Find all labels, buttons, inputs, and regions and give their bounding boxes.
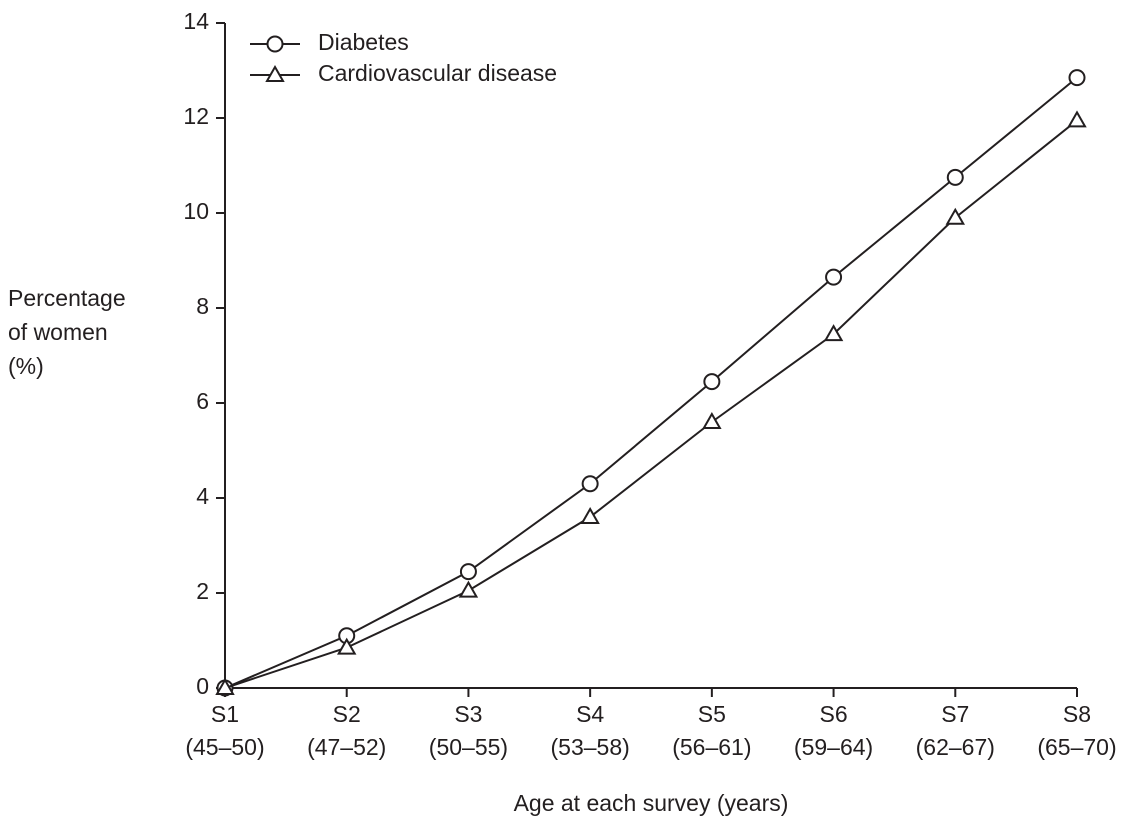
x-tick-label: (50–55) (429, 734, 508, 760)
y-tick-label: 0 (196, 673, 209, 699)
x-tick-label: S2 (333, 701, 361, 727)
x-tick-label: S4 (576, 701, 604, 727)
data-point (945, 207, 966, 225)
y-tick-label: 6 (196, 388, 209, 414)
x-tick-label: S5 (698, 701, 726, 727)
data-point (1068, 69, 1086, 87)
data-point (581, 475, 599, 493)
data-point (703, 373, 721, 391)
data-point (946, 168, 964, 186)
y-tick-label: 4 (196, 483, 209, 509)
data-point (215, 677, 235, 695)
x-tick-label: (45–50) (185, 734, 264, 760)
x-tick-label: (56–61) (672, 734, 751, 760)
y-axis-label: of women (8, 319, 108, 345)
data-point (336, 637, 357, 655)
data-point (459, 563, 477, 581)
x-tick-label: S3 (454, 701, 482, 727)
data-point (580, 506, 600, 524)
x-tick-label: (53–58) (551, 734, 630, 760)
legend-marker (266, 35, 284, 53)
series-line (224, 76, 1078, 689)
x-tick-label: S7 (941, 701, 969, 727)
series-line (224, 119, 1078, 689)
legend-marker (265, 64, 285, 82)
x-tick-label: (62–67) (916, 734, 995, 760)
y-tick-label: 10 (183, 198, 209, 224)
x-tick-label: S6 (820, 701, 848, 727)
data-point (1067, 110, 1087, 128)
legend-label: Cardiovascular disease (318, 60, 557, 86)
data-point (825, 268, 843, 286)
x-axis-label: Age at each survey (years) (514, 790, 789, 816)
y-axis-label: Percentage (8, 285, 126, 311)
y-tick-label: 14 (183, 8, 209, 34)
data-point (823, 324, 844, 342)
x-tick-label: (59–64) (794, 734, 873, 760)
y-tick-label: 12 (183, 103, 209, 129)
legend-label: Diabetes (318, 29, 409, 55)
x-tick-label: (65–70) (1037, 734, 1116, 760)
x-tick-label: S8 (1063, 701, 1091, 727)
y-tick-label: 2 (196, 578, 209, 604)
y-tick-label: 8 (196, 293, 209, 319)
x-tick-label: S1 (211, 701, 239, 727)
x-tick-label: (47–52) (307, 734, 386, 760)
data-point (702, 411, 722, 429)
data-point (458, 580, 479, 598)
y-axis-label: (%) (8, 353, 44, 379)
